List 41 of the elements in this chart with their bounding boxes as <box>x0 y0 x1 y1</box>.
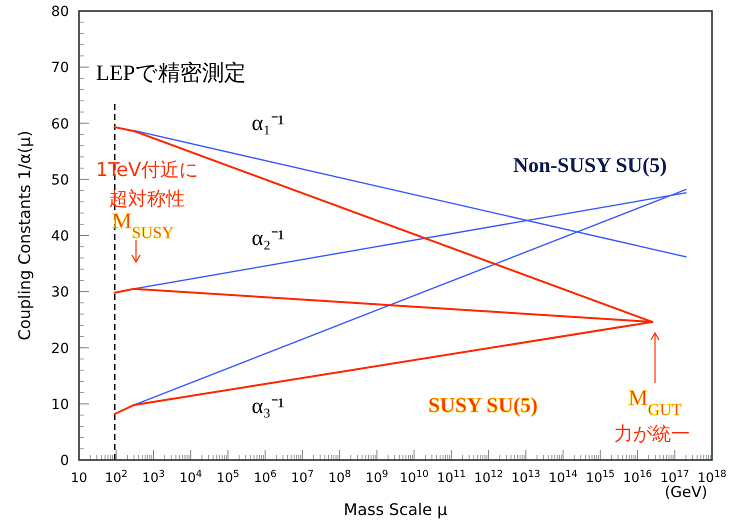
annotation: M$_{GUT}$ <box>628 385 682 418</box>
x-tick-label: 10$^{6}$ <box>254 468 277 486</box>
y-tick-label: 30 <box>51 284 69 301</box>
annotation: Non-SUSY SU(5) <box>513 153 667 177</box>
text: (GeV) <box>664 483 708 501</box>
y-tick-label: 40 <box>51 228 69 244</box>
x-tick-label: 10$^{18}$ <box>698 468 726 486</box>
x-tick-label: 10$^{12}$ <box>474 468 504 486</box>
y-tick-label: 60 <box>51 116 69 132</box>
x-tick-label: 10$^{17}$ <box>660 468 690 486</box>
annotation: α₃⁻¹ <box>252 393 284 418</box>
x-axis-title: Mass Scale μ <box>344 500 448 519</box>
y-tick-label: 80 <box>51 4 69 20</box>
y-tick-label: 50 <box>51 172 69 188</box>
x-tick-label: 10$^{7}$ <box>291 468 314 486</box>
y-tick-label: 20 <box>51 340 69 357</box>
annotation: LEPで精密測定 <box>96 60 246 85</box>
x-tick-label: 10$^{5}$ <box>216 468 240 486</box>
x-tick-label: 10$^{4}$ <box>179 468 202 486</box>
x-tick-label: 10$^{13}$ <box>511 468 540 486</box>
x-tick-label: 10$^{14}$ <box>548 468 578 486</box>
x-tick-label: 10$^{2}$ <box>104 468 128 486</box>
x-tick-label: 10$^{11}$ <box>436 468 466 486</box>
annotation: SUSY SU(5) <box>428 393 538 417</box>
annotation: 超対称性 <box>109 188 185 210</box>
y-tick-label: 70 <box>51 60 69 76</box>
x-tick-label: 10$^{15}$ <box>586 468 615 486</box>
annotation: M$_{SUSY}$ <box>112 208 174 242</box>
y-axis-title: Coupling Constants 1/α(μ) <box>15 130 34 340</box>
x-tick-label: 10 <box>70 471 88 486</box>
x-tick-label: 10$^{16}$ <box>623 468 652 486</box>
x-tick-label: 10$^{10}$ <box>400 468 429 486</box>
annotation: α₂⁻¹ <box>252 225 284 250</box>
x-tick-label: 10$^{8}$ <box>328 468 352 486</box>
x-tick-label: 10$^{3}$ <box>142 468 165 486</box>
y-tick-label: 10 <box>51 396 69 413</box>
annotation: 1TeV付近に <box>96 159 198 181</box>
x-tick-label: 10$^{9}$ <box>366 468 388 486</box>
annotation: α₁⁻¹ <box>252 110 284 135</box>
annotation: 力が統一 <box>614 423 690 445</box>
y-tick-label: 0 <box>60 453 69 469</box>
